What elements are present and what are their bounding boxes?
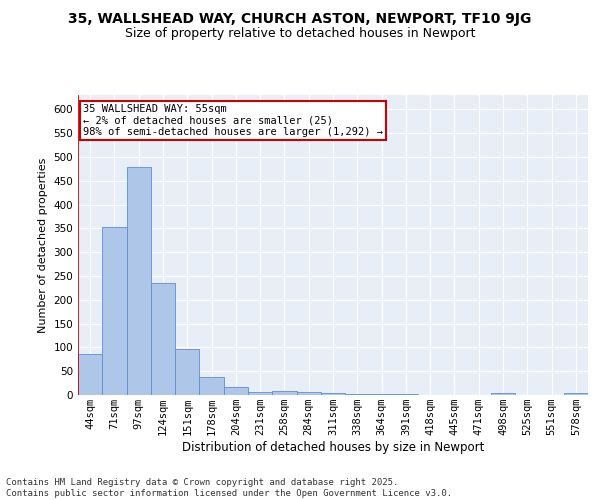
- Bar: [248, 392, 272, 395]
- Text: Contains HM Land Registry data © Crown copyright and database right 2025.
Contai: Contains HM Land Registry data © Crown c…: [6, 478, 452, 498]
- Bar: [321, 393, 345, 395]
- Bar: [394, 394, 418, 395]
- X-axis label: Distribution of detached houses by size in Newport: Distribution of detached houses by size …: [182, 441, 484, 454]
- Bar: [224, 388, 248, 395]
- Bar: [272, 391, 296, 395]
- Y-axis label: Number of detached properties: Number of detached properties: [38, 158, 48, 332]
- Bar: [564, 392, 588, 395]
- Bar: [296, 392, 321, 395]
- Bar: [127, 167, 151, 395]
- Bar: [491, 392, 515, 395]
- Bar: [78, 354, 102, 395]
- Bar: [175, 349, 199, 395]
- Bar: [199, 377, 224, 395]
- Bar: [102, 228, 127, 395]
- Text: 35 WALLSHEAD WAY: 55sqm
← 2% of detached houses are smaller (25)
98% of semi-det: 35 WALLSHEAD WAY: 55sqm ← 2% of detached…: [83, 104, 383, 137]
- Bar: [370, 394, 394, 395]
- Text: 35, WALLSHEAD WAY, CHURCH ASTON, NEWPORT, TF10 9JG: 35, WALLSHEAD WAY, CHURCH ASTON, NEWPORT…: [68, 12, 532, 26]
- Bar: [151, 282, 175, 395]
- Bar: [345, 394, 370, 395]
- Text: Size of property relative to detached houses in Newport: Size of property relative to detached ho…: [125, 28, 475, 40]
